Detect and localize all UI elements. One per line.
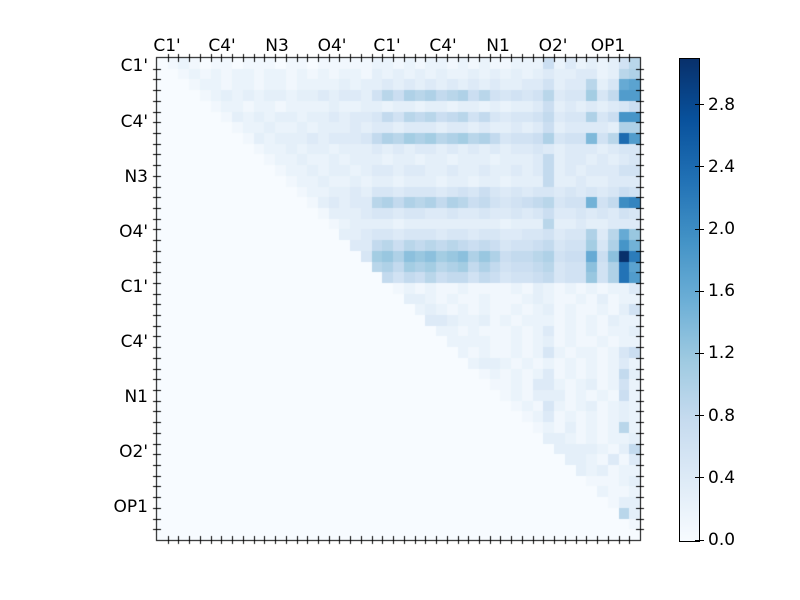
y-axis-tick-label: O2' [119,442,148,462]
y-axis-tick-label: OP1 [113,497,148,517]
colorbar-tick-label: 2.4 [708,156,736,177]
x-axis-tick-label: N3 [265,36,289,56]
heatmap-canvas [150,51,647,548]
colorbar-tick [695,290,704,292]
y-axis-tick-label: C1' [120,56,148,76]
colorbar-tick [695,539,704,541]
colorbar-tick-label: 1.2 [708,343,736,364]
x-axis-tick-label: C1' [373,36,401,56]
colorbar-tick [695,415,704,417]
colorbar-tick-label: 0.8 [708,405,736,426]
x-axis-tick-label: O2' [538,36,568,56]
colorbar-tick-label: 0.0 [708,530,736,550]
colorbar-tick-label: 2.8 [708,94,736,115]
x-axis-tick-label: C1' [153,36,181,56]
y-axis-tick-label: C4' [120,332,148,352]
colorbar-tick [695,228,704,230]
x-axis-tick-label: O4' [317,36,347,56]
y-axis-tick-label: C1' [120,277,148,297]
colorbar-tick-label: 2.0 [708,219,736,240]
x-axis-tick-label: C4' [208,36,236,56]
colorbar-tick [695,166,704,168]
colorbar-tick [695,477,704,479]
x-axis-tick-label: C4' [429,36,457,56]
y-axis-tick-label: C4' [120,112,148,132]
colorbar-tick-label: 0.4 [708,467,736,488]
colorbar-tick [695,352,704,354]
colorbar-tick [695,104,704,106]
y-axis-tick-label: N3 [124,167,148,187]
y-axis-tick-label: O4' [119,222,148,242]
y-axis-tick-label: N1 [124,387,148,407]
colorbar [679,58,700,542]
colorbar-tick-label: 1.6 [708,281,736,302]
x-axis-tick-label: N1 [486,36,510,56]
x-axis-tick-label: OP1 [590,36,626,56]
